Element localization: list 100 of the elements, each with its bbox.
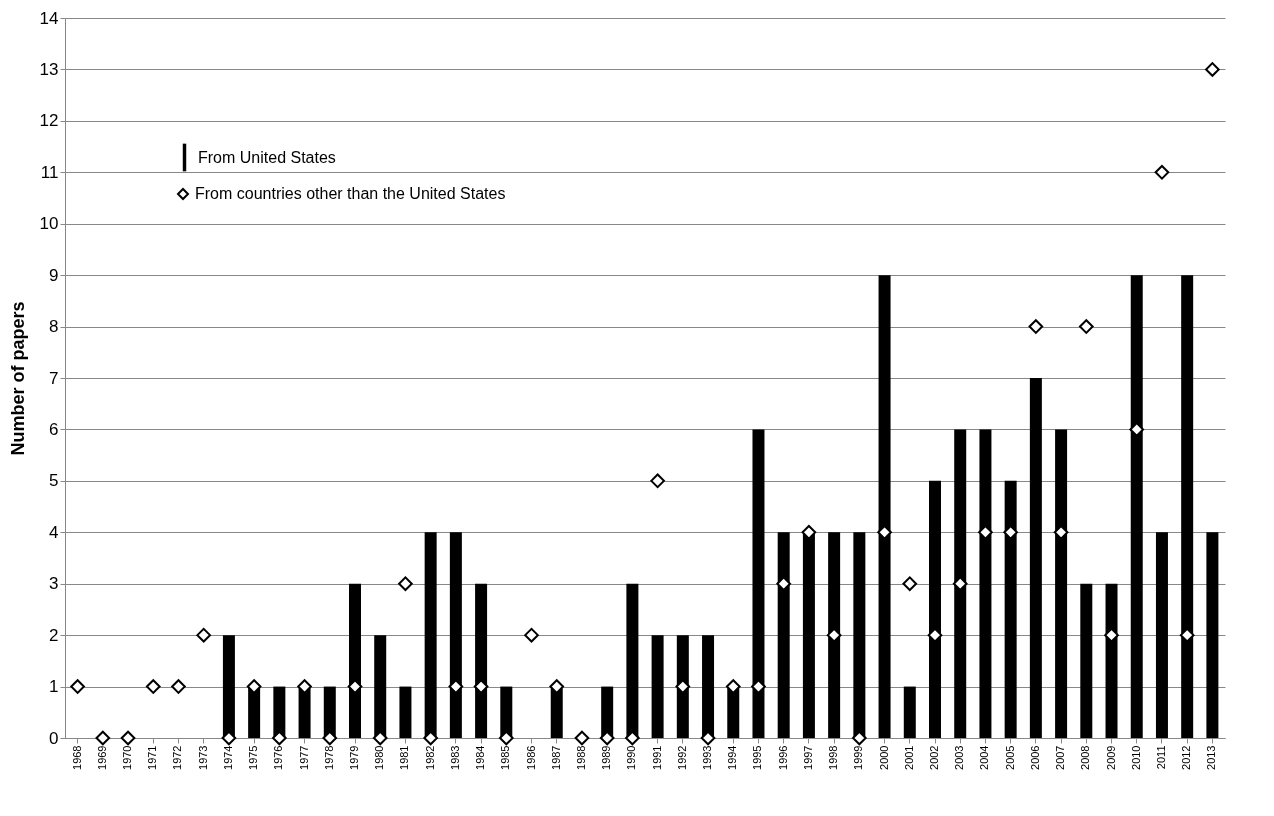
- point: [751, 679, 766, 694]
- x-tick-label: 2013: [1205, 745, 1218, 770]
- point: [725, 679, 741, 694]
- point: [70, 679, 85, 694]
- x-tick-label: 2005: [1003, 745, 1016, 770]
- point: [347, 679, 363, 694]
- x-tick-label: 1988: [574, 745, 587, 770]
- x-tick-label: 1979: [348, 745, 360, 770]
- bar: [1181, 275, 1194, 738]
- x-tick-label: 1978: [322, 745, 335, 770]
- x-tick-label: 2001: [902, 745, 915, 770]
- point: [675, 679, 691, 694]
- bar: [929, 480, 941, 738]
- point: [549, 679, 565, 694]
- y-tick-label: 9: [49, 265, 59, 285]
- x-tick-label: 1997: [801, 745, 814, 770]
- bar: [1130, 275, 1143, 738]
- bar: [1206, 532, 1219, 738]
- point: [574, 730, 590, 746]
- x-tick-label: 1984: [474, 745, 487, 770]
- y-tick-label: 0: [49, 728, 59, 748]
- x-tick-label: 1990: [625, 745, 638, 770]
- x-tick-label: 2008: [1079, 745, 1092, 770]
- point: [1154, 164, 1170, 180]
- y-tick-label: 6: [49, 419, 59, 439]
- x-tick-label: 1975: [247, 745, 260, 770]
- x-tick-label: 2000: [877, 745, 890, 770]
- point: [145, 679, 161, 694]
- y-tick-label: 7: [49, 368, 59, 388]
- bar: [903, 686, 916, 738]
- point: [1205, 62, 1220, 77]
- point: [120, 730, 136, 746]
- y-tick-label: 11: [40, 162, 59, 182]
- point: [1129, 422, 1145, 437]
- legend-label: From United States: [198, 148, 336, 166]
- bar: [752, 429, 765, 738]
- bar: [1080, 583, 1093, 738]
- x-tick-label: 2002: [928, 745, 940, 770]
- y-tick-label: 2: [49, 625, 59, 645]
- x-tick-label: 2010: [1129, 745, 1142, 770]
- point: [902, 576, 918, 592]
- x-tick-label: 1977: [297, 745, 310, 770]
- y-tick-label: 5: [49, 471, 59, 491]
- x-tick-label: 1996: [776, 745, 789, 770]
- x-tick-label: 1981: [398, 745, 411, 770]
- x-tick-label: 1969: [95, 745, 108, 770]
- x-tick-label: 1998: [827, 745, 840, 770]
- bar: [1155, 532, 1168, 738]
- point: [297, 679, 312, 694]
- x-tick-label: 1976: [272, 745, 285, 770]
- bar: [979, 429, 992, 738]
- x-tick-label: 2006: [1028, 745, 1041, 770]
- bar: [777, 532, 790, 738]
- x-tick-label: 1993: [701, 745, 714, 770]
- y-tick-label: 4: [49, 522, 59, 542]
- x-tick-label: 2004: [978, 745, 991, 770]
- x-tick-label: 1994: [726, 745, 739, 770]
- point: [473, 679, 489, 694]
- x-tick-label: 1991: [650, 745, 663, 770]
- y-tick-label: 3: [49, 574, 59, 594]
- point: [171, 679, 186, 694]
- x-tick-label: 1970: [121, 745, 134, 770]
- x-tick-label: 1992: [675, 745, 688, 770]
- y-tick-label: 12: [39, 111, 59, 131]
- y-axis-title: Number of papers: [7, 301, 28, 456]
- x-tick-label: 1982: [423, 745, 436, 770]
- bar: [399, 686, 412, 738]
- y-tick-label: 13: [39, 59, 59, 79]
- point: [524, 627, 539, 643]
- bar: [954, 429, 967, 738]
- point: [448, 679, 464, 694]
- x-tick-label: 1974: [221, 745, 234, 770]
- point: [1078, 319, 1094, 334]
- x-tick-label: 1987: [549, 745, 562, 770]
- x-tick-label: 2012: [1180, 745, 1193, 770]
- x-tick-label: 2003: [953, 745, 966, 770]
- bar: [676, 635, 689, 738]
- bar: [651, 635, 664, 738]
- x-tick-label: 1973: [196, 745, 209, 770]
- x-tick-label: 1989: [600, 745, 613, 770]
- point: [398, 576, 413, 592]
- x-tick-label: 2011: [1154, 745, 1167, 770]
- y-tick-label: 1: [49, 677, 59, 697]
- bar: [449, 532, 462, 738]
- point: [246, 679, 262, 694]
- bar: [828, 532, 841, 738]
- x-tick-label: 1972: [171, 745, 184, 770]
- point: [196, 627, 212, 643]
- x-tick-label: 1980: [373, 745, 386, 770]
- y-tick-label: 14: [39, 8, 59, 28]
- x-tick-label: 1971: [146, 745, 159, 770]
- bar: [1105, 583, 1118, 738]
- bar: [475, 583, 488, 738]
- x-tick-label: 1999: [852, 745, 865, 770]
- x-tick-label: 1985: [499, 745, 512, 770]
- y-tick-label: 8: [49, 317, 59, 337]
- point: [1028, 319, 1044, 334]
- point: [650, 473, 665, 489]
- bar: [349, 583, 361, 738]
- legend-label: From countries other than the United States: [195, 185, 506, 202]
